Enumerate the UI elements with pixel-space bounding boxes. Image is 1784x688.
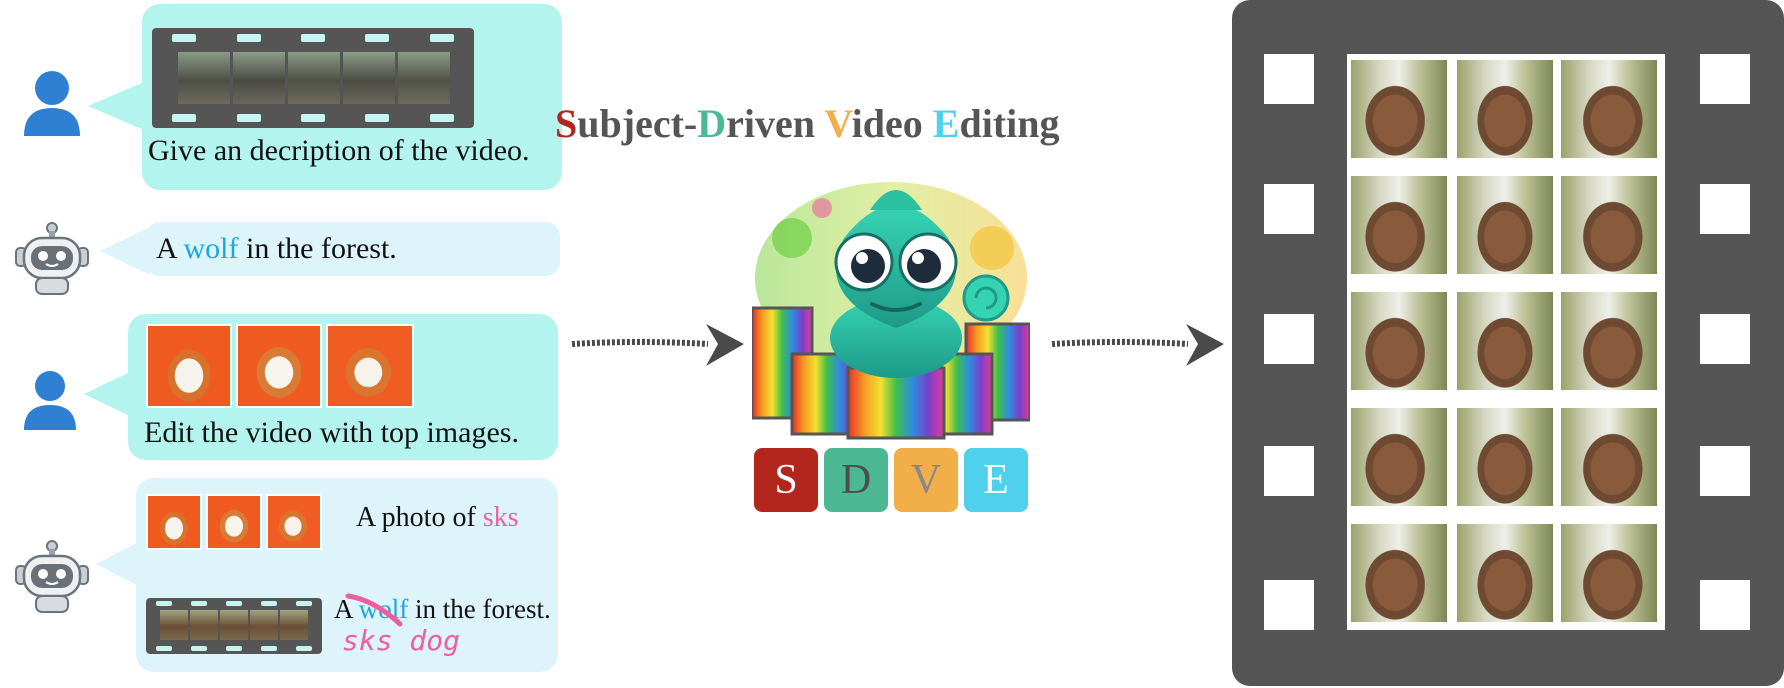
film-sprocket-hole [1700, 54, 1750, 104]
user-avatar-icon [22, 370, 78, 430]
edited-frame-dog [1561, 408, 1657, 506]
diagram-title: Subject-Driven Video Editing [555, 100, 1195, 147]
input-video-filmstrip [146, 598, 322, 654]
keyword-sks: sks [482, 502, 519, 533]
edited-frame-dog [1561, 524, 1657, 622]
robot-icon [12, 222, 92, 296]
bubble-tail [84, 370, 134, 418]
subject-photo-corgi [146, 494, 202, 550]
title-word: ubject- [577, 101, 698, 146]
chat-bubble-robot-1 [146, 222, 560, 276]
edited-frame-dog [1351, 524, 1447, 622]
film-sprocket-hole [1264, 314, 1314, 364]
edited-frame-dog [1351, 408, 1447, 506]
message-text-part: in the forest. [408, 594, 551, 624]
message-text: Give an decription of the video. [148, 134, 530, 167]
arrow-right-icon [571, 324, 744, 366]
video-frame-wolf [178, 52, 230, 104]
subject-photo-corgi [326, 324, 414, 408]
user-avatar-icon [22, 70, 82, 136]
message-text: Edit the video with top images. [144, 416, 519, 449]
edited-frame-dog [1561, 176, 1657, 274]
message-text: A wolf in the forest. [156, 232, 397, 266]
edited-frame-dog [1457, 176, 1553, 274]
film-sprocket-hole [1700, 446, 1750, 496]
film-sprocket-hole [1264, 446, 1314, 496]
robot-icon [12, 540, 92, 614]
letter-block-e: E [964, 448, 1028, 512]
bubble-tail [96, 540, 142, 588]
input-video-filmstrip [152, 28, 474, 128]
bubble-tail [88, 82, 144, 130]
video-frame-dog [220, 610, 248, 640]
message-text-part: A photo of [356, 502, 483, 533]
subject-photo-corgi [206, 494, 262, 550]
film-sprocket-hole [1264, 580, 1314, 630]
title-word: diting [959, 101, 1060, 146]
edited-frame-dog [1561, 60, 1657, 158]
message-text-part: in the forest. [238, 232, 397, 265]
letter-block-d: D [824, 448, 888, 512]
strike-through-mark [345, 593, 403, 627]
video-frame-dog [280, 610, 308, 640]
film-sprocket-hole [1700, 580, 1750, 630]
bubble-tail [100, 227, 150, 275]
video-frame-wolf [343, 52, 395, 104]
film-sprocket-hole [1264, 184, 1314, 234]
handwritten-replacement: sks dog [342, 624, 461, 657]
title-word: riven [726, 101, 825, 146]
edited-frame-dog [1457, 60, 1553, 158]
video-frame-wolf [233, 52, 285, 104]
title-initial-s: S [555, 101, 578, 146]
video-frame-dog [190, 610, 218, 640]
title-initial-v: V [824, 101, 852, 146]
edited-video-frames-grid [1347, 54, 1665, 630]
edited-frame-dog [1457, 524, 1553, 622]
letter-block-s: S [754, 448, 818, 512]
video-frame-wolf [398, 52, 450, 104]
video-frame-dog [250, 610, 278, 640]
edited-frame-dog [1351, 292, 1447, 390]
edited-frame-dog [1457, 408, 1553, 506]
photo-caption: A photo of sks [356, 502, 519, 534]
title-initial-d: D [697, 101, 727, 146]
video-frame-dog [160, 610, 188, 640]
subject-photo-corgi [266, 494, 322, 550]
chameleon-mascot [752, 182, 1030, 440]
subject-photo-corgi [146, 324, 232, 408]
arrow-right-icon [1051, 324, 1224, 366]
subject-photo-corgi [236, 324, 322, 408]
film-sprocket-hole [1700, 184, 1750, 234]
keyword-wolf: wolf [183, 232, 239, 265]
edited-frame-dog [1457, 292, 1553, 390]
title-initial-e: E [932, 101, 960, 146]
title-word: ideo [851, 101, 933, 146]
video-frame-wolf [288, 52, 340, 104]
edited-frame-dog [1351, 60, 1447, 158]
message-text-part: A [334, 594, 359, 624]
edited-frame-dog [1351, 176, 1447, 274]
film-sprocket-hole [1264, 54, 1314, 104]
message-text-part: A [156, 232, 184, 265]
film-sprocket-hole [1700, 314, 1750, 364]
edited-frame-dog [1561, 292, 1657, 390]
letter-block-v: V [894, 448, 958, 512]
